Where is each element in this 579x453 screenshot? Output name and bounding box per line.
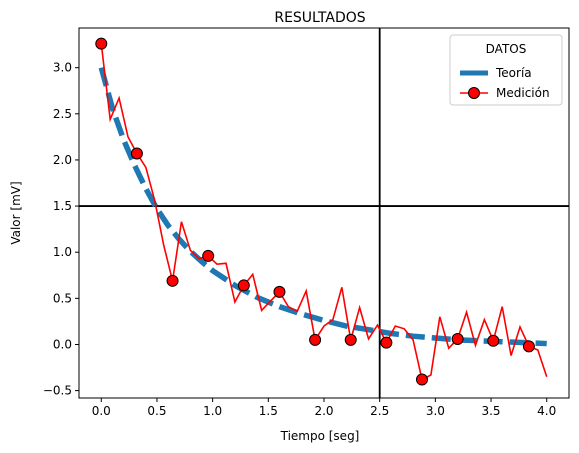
x-tick-label-4: 2.0 xyxy=(314,404,333,418)
point-medicion-11 xyxy=(487,334,500,347)
point-medicion-2 xyxy=(166,274,179,287)
x-tick-label-6: 3.0 xyxy=(426,404,445,418)
y-tick-label-1: 0.0 xyxy=(53,337,72,351)
point-medicion-7 xyxy=(344,333,357,346)
legend-label-medicion: Medición xyxy=(496,86,550,100)
y-tick-label-3: 1.0 xyxy=(53,245,72,259)
point-medicion-5 xyxy=(273,285,286,298)
y-axis-label: Valor [mV] xyxy=(9,181,23,244)
series-layer xyxy=(95,37,548,386)
x-tick-label-7: 3.5 xyxy=(481,404,500,418)
ticks-layer: 0.0 0.5 1.0 1.5 2.0 2.5 3.0 3.5 4.0 −0.5 0.0 0.5 1.0… xyxy=(43,61,556,418)
legend-title: DATOS xyxy=(486,42,527,56)
point-medicion-10 xyxy=(451,332,464,345)
y-tick-label-4: 1.5 xyxy=(53,199,72,213)
x-tick-label-3: 1.5 xyxy=(259,404,278,418)
y-tick-label-6: 2.5 xyxy=(53,107,72,121)
series-line-teoria xyxy=(98,66,547,347)
reference-lines xyxy=(79,28,569,398)
y-tick-label-5: 2.0 xyxy=(53,153,72,167)
x-tick-label-1: 0.5 xyxy=(147,404,166,418)
y-tick-label-2: 0.5 xyxy=(53,291,72,305)
y-tick-label-7: 3.0 xyxy=(53,61,72,75)
point-medicion-1 xyxy=(130,147,143,160)
point-medicion-0 xyxy=(95,37,108,50)
x-tick-label-0: 0.0 xyxy=(92,404,111,418)
legend-box xyxy=(449,34,563,106)
point-medicion-3 xyxy=(202,249,215,262)
legend-marker-medicion xyxy=(468,87,480,99)
x-tick-label-5: 2.5 xyxy=(370,404,389,418)
legend-label-teoria: Teoría xyxy=(495,66,532,80)
series-line-medicion xyxy=(100,43,548,381)
x-tick-label-8: 4.0 xyxy=(537,404,556,418)
point-medicion-6 xyxy=(309,333,322,346)
point-medicion-8 xyxy=(380,336,393,349)
plot-frame xyxy=(78,27,570,399)
chart-title: RESULTADOS xyxy=(274,10,365,26)
point-medicion-12 xyxy=(522,340,535,353)
legend: DATOS Teoría Medición xyxy=(449,34,563,106)
point-medicion-9 xyxy=(416,373,428,386)
x-axis-label: Tiempo [seg] xyxy=(280,429,360,443)
point-medicion-4 xyxy=(237,279,250,292)
y-tick-label-0: −0.5 xyxy=(43,384,72,398)
x-tick-label-2: 1.0 xyxy=(203,404,222,418)
